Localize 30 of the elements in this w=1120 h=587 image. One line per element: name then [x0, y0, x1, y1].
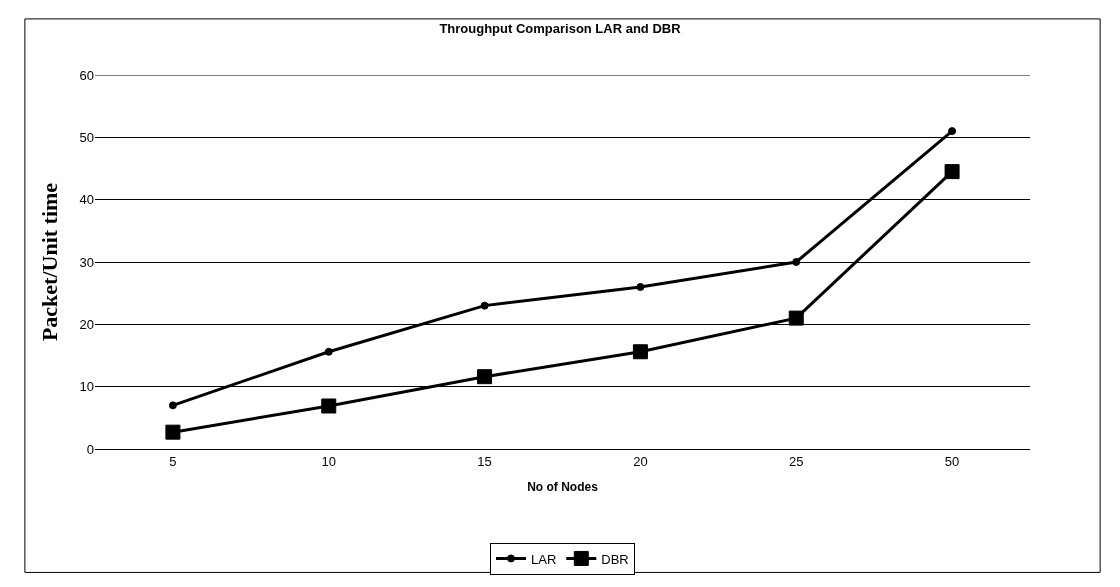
point — [165, 424, 181, 440]
y-tick-label: 40 — [79, 192, 94, 208]
y-tick-label: 60 — [79, 67, 94, 83]
x-axis-title: No of Nodes — [527, 480, 599, 495]
point — [480, 301, 489, 310]
point — [944, 164, 960, 180]
y-axis-title: Packet/Unit time — [37, 182, 63, 342]
x-tick-label: 10 — [321, 453, 336, 469]
point — [948, 127, 957, 136]
y-tick-label: 0 — [86, 441, 94, 457]
point — [168, 401, 177, 410]
x-tick-label: 20 — [633, 453, 648, 469]
legend-label: DBR — [601, 551, 629, 567]
point — [792, 258, 801, 266]
x-tick-label: 15 — [477, 453, 492, 469]
point — [632, 344, 648, 360]
chart-title: Throughput Comparison LAR and DBR — [439, 20, 682, 36]
x-tick-label: 5 — [169, 453, 177, 469]
y-tick-label: 20 — [79, 316, 94, 332]
point — [324, 347, 333, 356]
y-tick-label: 50 — [79, 129, 94, 145]
point — [788, 310, 804, 326]
y-tick-label: 10 — [79, 379, 94, 395]
y-tick-label: 30 — [79, 254, 94, 270]
point — [636, 282, 645, 291]
x-tick-label: 25 — [789, 453, 804, 469]
point — [477, 369, 493, 385]
legend-label: LAR — [531, 551, 557, 567]
point — [321, 398, 337, 414]
x-tick-label: 50 — [944, 453, 960, 469]
